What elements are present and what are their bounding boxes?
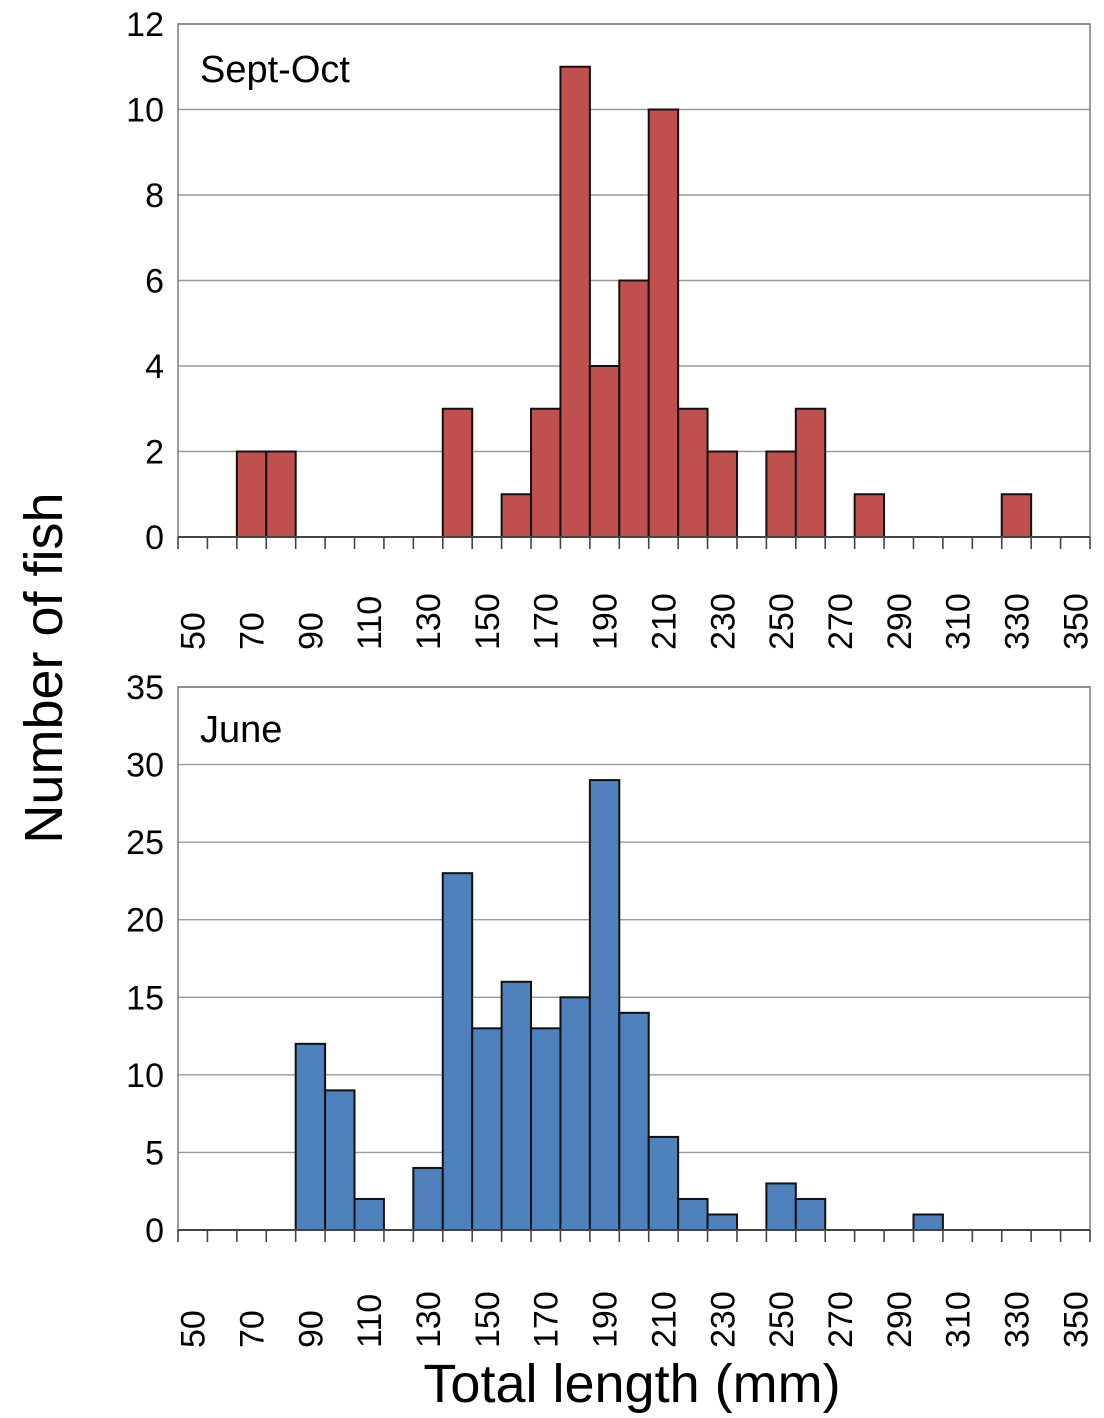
histogram-bar [235, 450, 268, 538]
y-axis-label: Number of fish [14, 492, 74, 843]
x-tick-label: 70 [234, 612, 272, 650]
histogram-bar [765, 1182, 797, 1232]
y-tick-label: 0 [145, 1212, 164, 1250]
histogram-bar [500, 980, 533, 1231]
x-tick-label: 190 [587, 1291, 625, 1348]
histogram-bar [294, 1042, 327, 1232]
x-tick-label: 210 [645, 593, 683, 650]
histogram-bar [530, 407, 562, 538]
histogram-bar [588, 365, 621, 538]
y-tick-label: 0 [145, 519, 164, 557]
x-tick-label: 230 [704, 593, 742, 650]
x-tick-label: 170 [528, 1291, 566, 1348]
x-tick-label: 230 [704, 1291, 742, 1348]
histogram-bar [1000, 493, 1033, 538]
x-tick-label: 50 [175, 1310, 213, 1348]
y-tick-label: 15 [126, 979, 164, 1017]
histogram-bar [677, 1197, 709, 1232]
y-tick-label: 6 [145, 263, 164, 301]
y-tick-label: 8 [145, 177, 164, 215]
x-tick-label: 350 [1057, 593, 1095, 650]
histogram-bar [441, 407, 474, 538]
x-tick-label: 210 [645, 1291, 683, 1348]
x-tick-label: 270 [822, 593, 860, 650]
x-tick-label: 290 [881, 1291, 919, 1348]
x-tick-label: 290 [881, 593, 919, 650]
x-tick-label: 250 [763, 1291, 801, 1348]
histogram-bar [471, 1027, 503, 1232]
x-tick-label: 90 [292, 612, 330, 650]
x-tick-label: 190 [587, 593, 625, 650]
histogram-bar [265, 450, 297, 538]
histogram-bar [647, 108, 680, 538]
x-tick-label: 330 [998, 1291, 1036, 1348]
x-tick-label: 90 [292, 1310, 330, 1348]
histogram-bar [853, 493, 886, 538]
histogram-bar [588, 779, 621, 1231]
chart-panel-sept-oct: 0 2 4 6 8 10 12 50 70 90 110 130 150 170 190 210 230 250 2… [126, 6, 1095, 650]
histogram-bar [353, 1197, 385, 1232]
x-tick-label: 310 [940, 1291, 978, 1348]
histogram-bar [677, 407, 709, 538]
y-tick-label: 5 [145, 1134, 164, 1172]
x-tick-label: 170 [528, 593, 566, 650]
x-tick-label: 110 [351, 1294, 389, 1348]
histogram-bar [530, 1027, 562, 1232]
histogram-bar [324, 1089, 356, 1232]
x-tick-label: 150 [469, 1291, 507, 1348]
histogram-bar [618, 279, 650, 538]
histogram-bar [559, 65, 591, 538]
histogram-bar [794, 1197, 827, 1232]
x-tick-label: 330 [998, 593, 1036, 650]
x-tick-label: 130 [410, 1291, 448, 1348]
x-tick-label: 50 [175, 612, 213, 650]
x-tick-label: 350 [1057, 1291, 1095, 1348]
histogram-bar [912, 1213, 944, 1232]
x-tick-label: 130 [410, 593, 448, 650]
x-axis-label: Total length (mm) [423, 1354, 840, 1414]
y-tick-label: 30 [126, 747, 164, 785]
y-tick-label: 12 [126, 6, 164, 44]
histogram-bar [441, 872, 474, 1232]
histogram-bar [500, 493, 533, 538]
panel-label: Sept-Oct [200, 49, 350, 91]
histogram-bar [412, 1166, 444, 1232]
x-tick-label: 150 [469, 593, 507, 650]
y-tick-label: 10 [126, 92, 164, 130]
x-tick-label: 70 [234, 1310, 272, 1348]
histogram-bar [794, 407, 827, 538]
histogram-bar [559, 996, 591, 1231]
chart-panel-june: 0 5 10 15 20 25 30 35 50 70 90 110 130 150 170 190 210 23… [126, 669, 1095, 1348]
y-tick-label: 10 [126, 1057, 164, 1095]
x-tick-label: 270 [822, 1291, 860, 1348]
y-tick-label: 4 [145, 348, 164, 386]
x-tick-label: 110 [351, 596, 389, 650]
y-tick-label: 2 [145, 434, 164, 472]
y-tick-label: 35 [126, 669, 164, 707]
histogram-bar [618, 1011, 650, 1231]
histogram-bar [647, 1135, 680, 1232]
x-tick-label: 310 [940, 593, 978, 650]
y-tick-label: 20 [126, 902, 164, 940]
histogram-bar [706, 1213, 738, 1232]
histogram-bar [706, 450, 738, 538]
y-tick-label: 25 [126, 824, 164, 862]
histogram-bar [765, 450, 797, 538]
x-tick-label: 250 [763, 593, 801, 650]
panel-label: June [200, 709, 282, 751]
